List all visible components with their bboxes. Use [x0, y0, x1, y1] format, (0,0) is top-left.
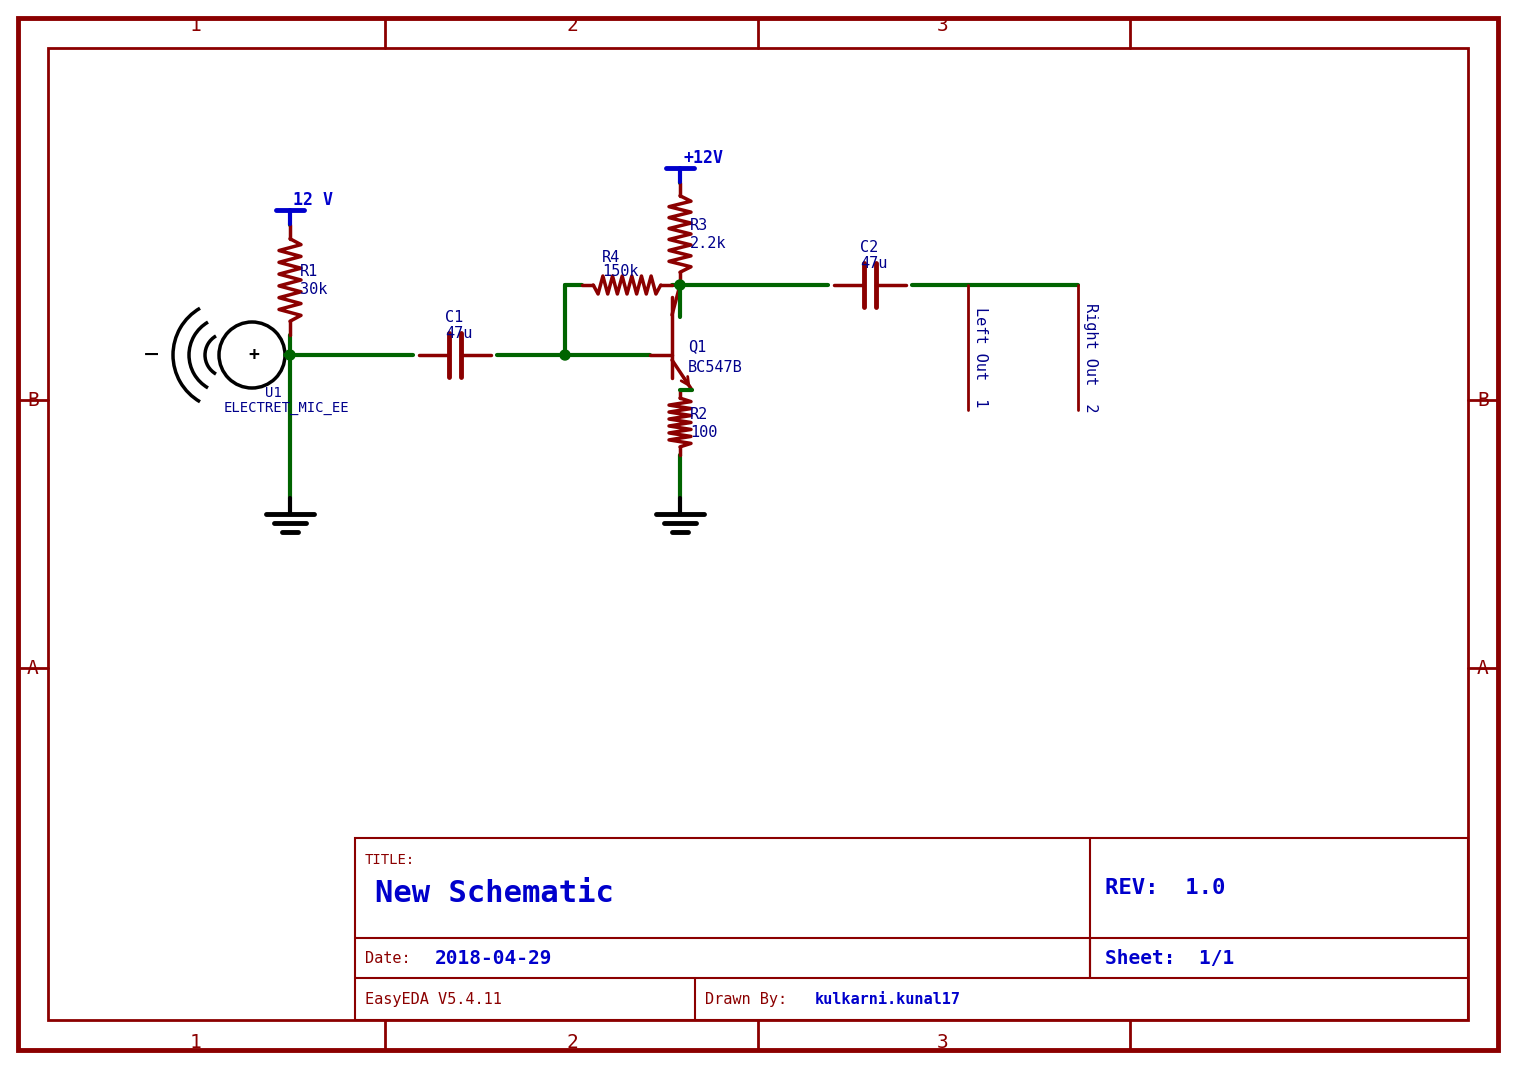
Text: kulkarni.kunal17: kulkarni.kunal17 [816, 991, 961, 1006]
Circle shape [285, 350, 296, 360]
Text: C1: C1 [446, 310, 464, 325]
Text: New Schematic: New Schematic [374, 879, 614, 908]
Text: +: + [249, 346, 259, 364]
Text: −: − [144, 343, 159, 367]
Text: Drawn By:: Drawn By: [705, 991, 787, 1006]
Text: Q1: Q1 [688, 340, 706, 355]
Circle shape [559, 350, 570, 360]
Text: 2: 2 [565, 1033, 578, 1052]
Text: ELECTRET_MIC_EE: ELECTRET_MIC_EE [224, 400, 350, 415]
Text: 47u: 47u [860, 255, 887, 270]
Text: EasyEDA V5.4.11: EasyEDA V5.4.11 [365, 991, 502, 1006]
Text: 1: 1 [190, 1033, 202, 1052]
Circle shape [675, 280, 685, 290]
Text: 100: 100 [690, 425, 717, 440]
Text: 30k: 30k [300, 283, 327, 298]
Text: B: B [1477, 391, 1489, 409]
Text: Sheet:  1/1: Sheet: 1/1 [1105, 948, 1234, 968]
Text: +12V: +12V [684, 150, 723, 167]
Text: 3: 3 [937, 1033, 949, 1052]
Text: A: A [1477, 659, 1489, 677]
Text: Right Out  2: Right Out 2 [1082, 302, 1098, 412]
Text: REV:  1.0: REV: 1.0 [1105, 878, 1225, 898]
Text: Date:: Date: [365, 951, 411, 965]
Text: U1: U1 [265, 386, 282, 400]
Text: R1: R1 [300, 265, 318, 280]
Text: R2: R2 [690, 407, 708, 422]
Text: C2: C2 [860, 239, 878, 254]
Text: 2: 2 [565, 16, 578, 35]
Text: 2.2k: 2.2k [690, 236, 726, 251]
Text: 2018-04-29: 2018-04-29 [435, 948, 552, 968]
Text: R3: R3 [690, 219, 708, 234]
Text: Left Out  1: Left Out 1 [973, 308, 988, 408]
Text: B: B [27, 391, 39, 409]
Text: TITLE:: TITLE: [365, 853, 415, 867]
Text: R4: R4 [602, 251, 620, 266]
Text: 150k: 150k [602, 264, 638, 279]
Text: 12 V: 12 V [293, 191, 334, 209]
Text: 1: 1 [190, 16, 202, 35]
Text: BC547B: BC547B [688, 360, 743, 375]
Bar [355, 838, 1467, 1020]
Text: A: A [27, 659, 39, 677]
Text: 3: 3 [937, 16, 949, 35]
Text: 47u: 47u [446, 326, 473, 341]
